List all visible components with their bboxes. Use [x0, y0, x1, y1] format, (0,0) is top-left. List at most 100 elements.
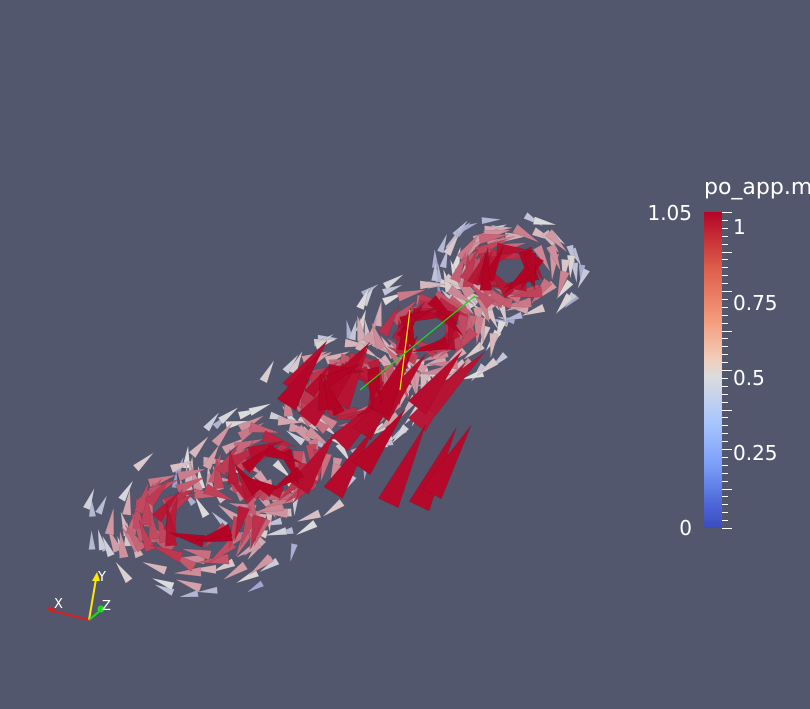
legend-minor-tick [722, 504, 728, 506]
vector-glyph [446, 284, 474, 305]
vector-glyph [174, 476, 206, 495]
legend-tick-label: 1 [733, 215, 746, 239]
legend-minor-tick [722, 441, 728, 443]
vector-glyph [570, 262, 579, 284]
vector-glyph [82, 487, 95, 511]
legend-minor-tick [722, 219, 728, 221]
vector-glyph [210, 511, 229, 529]
vector-glyph [478, 233, 510, 245]
vector-glyph [264, 526, 288, 536]
legend-minor-tick [722, 251, 732, 253]
vector-glyph [261, 430, 296, 448]
vector-glyph [427, 294, 458, 325]
vector-glyph [314, 337, 339, 350]
vector-glyph [391, 423, 410, 444]
legend-minor-tick [722, 227, 728, 229]
vector-glyph [372, 300, 382, 328]
vector-glyph [211, 558, 236, 573]
vector-glyph [276, 351, 321, 411]
axes-triad-icon [46, 572, 105, 621]
legend-minor-tick [722, 322, 728, 324]
legend-tick-label: 0.5 [733, 366, 765, 390]
vector-glyph [390, 299, 418, 326]
vector-glyph [188, 435, 209, 459]
vector-glyph [141, 561, 168, 576]
vector-glyph [175, 579, 203, 593]
vector-glyph [451, 246, 461, 271]
legend-minor-tick [722, 291, 732, 292]
vector-glyph [119, 530, 129, 559]
vector-glyph [246, 580, 265, 593]
vector-glyph [502, 311, 524, 321]
vector-glyph [164, 510, 178, 547]
legend-minor-tick [722, 512, 728, 514]
vector-glyph [181, 548, 212, 561]
vector-glyph [289, 542, 299, 563]
legend-minor-tick [722, 362, 728, 364]
vector-glyph [151, 491, 180, 523]
legend-minor-tick [722, 235, 728, 237]
vector-glyph [377, 424, 426, 509]
legend-minor-tick [722, 401, 728, 403]
vector-glyph [154, 584, 175, 597]
orientation-axes-widget: X Y Z [40, 565, 120, 630]
legend-minor-tick [722, 472, 728, 474]
vector-glyph [496, 242, 533, 256]
vector-glyph [523, 252, 536, 290]
vector-glyph [115, 561, 133, 584]
vector-glyph [468, 282, 495, 310]
vector-glyph [479, 254, 493, 291]
axis-z-label: Z [102, 599, 111, 614]
vector-glyph [556, 270, 570, 299]
legend-minor-tick [722, 267, 728, 269]
color-legend-title: po_app.m [704, 175, 810, 200]
vector-glyph [376, 411, 402, 432]
vector-glyph [259, 359, 275, 384]
vector-glyph [178, 589, 199, 598]
vector-glyph [288, 350, 303, 375]
vector-glyph [430, 260, 439, 282]
vector-glyph [144, 477, 171, 508]
vector-glyph [150, 544, 184, 564]
vector-glyph [532, 216, 557, 226]
legend-minor-tick [722, 449, 732, 450]
vector-glyph [171, 470, 179, 489]
vector-glyph [249, 553, 275, 575]
vector-glyph [173, 566, 202, 577]
legend-minor-tick [722, 433, 728, 435]
legend-minor-tick [722, 464, 728, 466]
vector-glyph [407, 350, 463, 415]
legend-minor-tick [722, 314, 728, 316]
legend-minor-tick [722, 528, 732, 529]
vector-glyph [151, 577, 175, 591]
vector-glyph [217, 407, 239, 425]
legend-range-min: 0 [679, 516, 692, 540]
vector-glyph [460, 368, 485, 380]
legend-minor-tick [722, 417, 728, 419]
vector-glyph [248, 403, 272, 417]
vector-glyph [296, 509, 322, 523]
vector-glyph [235, 568, 260, 584]
vector-glyph [250, 514, 265, 549]
vector-glyph [258, 557, 280, 573]
vector-glyph [421, 425, 472, 500]
vector-glyph [195, 523, 233, 542]
legend-minor-tick [722, 275, 728, 277]
vector-glyph [227, 449, 240, 485]
legend-tick-label: 0.25 [733, 441, 778, 465]
legend-minor-tick [722, 259, 728, 261]
scene-axis-line [359, 295, 476, 391]
vector-glyph [377, 305, 400, 338]
vector-glyph [285, 429, 306, 446]
vector-glyph [194, 495, 210, 519]
vector-glyph [222, 561, 249, 581]
vector-glyph [264, 444, 302, 463]
legend-minor-tick [722, 425, 728, 427]
vector-glyph [459, 248, 478, 282]
vector-glyph [442, 233, 460, 257]
legend-minor-tick [722, 385, 728, 387]
vector-glyph [512, 223, 540, 244]
vector-glyph [197, 586, 218, 595]
